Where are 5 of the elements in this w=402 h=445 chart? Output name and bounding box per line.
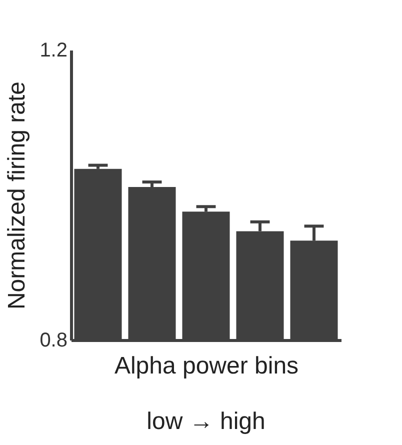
y-tick-label: 1.2 xyxy=(40,40,68,62)
y-tick-label: 0.8 xyxy=(40,330,68,352)
y-axis-title: Normalized firing rate xyxy=(4,81,31,310)
x-axis-title: Alpha power bins xyxy=(114,352,299,380)
text: low → high xyxy=(146,408,266,435)
